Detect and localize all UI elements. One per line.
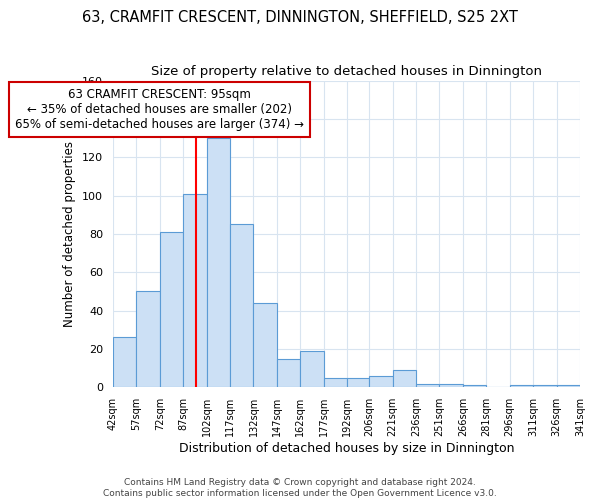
Bar (113, 338, 136, 388)
Bar (160, 232, 183, 388)
Bar (533, 386, 557, 388)
Title: Size of property relative to detached houses in Dinnington: Size of property relative to detached ho… (151, 65, 542, 78)
Bar (253, 303, 277, 388)
Bar (183, 194, 206, 388)
Bar (463, 386, 486, 388)
Bar (392, 370, 416, 388)
Text: 63, CRAMFIT CRESCENT, DINNINGTON, SHEFFIELD, S25 2XT: 63, CRAMFIT CRESCENT, DINNINGTON, SHEFFI… (82, 10, 518, 25)
Bar (206, 138, 230, 388)
Bar (416, 384, 439, 388)
Y-axis label: Number of detached properties: Number of detached properties (64, 141, 76, 327)
Bar (301, 351, 324, 388)
Bar (347, 378, 369, 388)
Bar (324, 378, 347, 388)
Bar (277, 358, 301, 388)
Bar (369, 376, 392, 388)
Bar (509, 386, 533, 388)
Bar (230, 224, 253, 388)
Bar (557, 386, 580, 388)
X-axis label: Distribution of detached houses by size in Dinnington: Distribution of detached houses by size … (179, 442, 514, 455)
Text: 63 CRAMFIT CRESCENT: 95sqm
← 35% of detached houses are smaller (202)
65% of sem: 63 CRAMFIT CRESCENT: 95sqm ← 35% of deta… (15, 88, 304, 131)
Bar (136, 292, 160, 388)
Bar (439, 384, 463, 388)
Text: Contains HM Land Registry data © Crown copyright and database right 2024.
Contai: Contains HM Land Registry data © Crown c… (103, 478, 497, 498)
